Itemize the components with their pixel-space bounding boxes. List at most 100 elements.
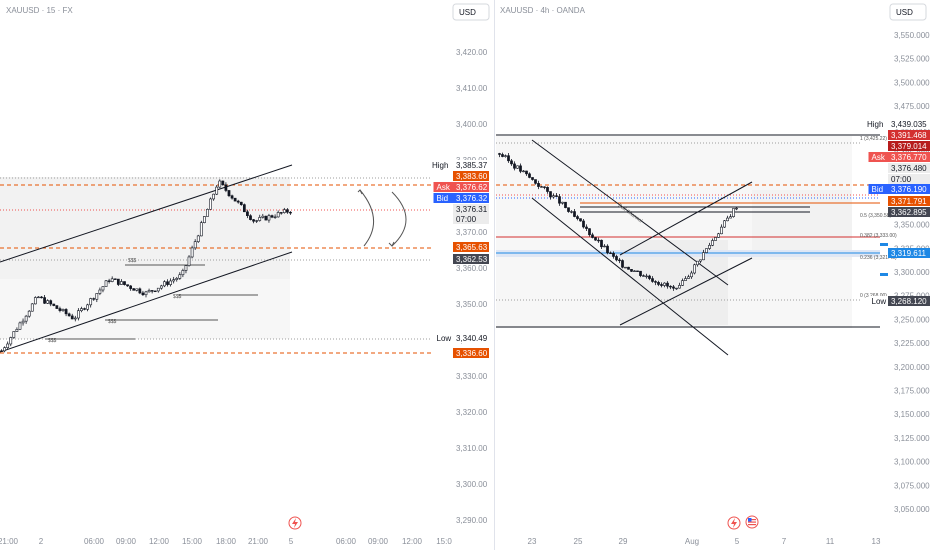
candle-body bbox=[660, 284, 663, 286]
right-y-tick: 3,500.000 bbox=[894, 78, 930, 87]
lightning-icon-right[interactable] bbox=[727, 516, 741, 530]
right-price-axis[interactable]: 3,550.0003,525.0003,500.0003,475.0003,45… bbox=[894, 31, 930, 514]
left-channel-lower[interactable] bbox=[0, 251, 293, 353]
candle-body bbox=[12, 331, 16, 338]
right-currency-button[interactable]: USD bbox=[889, 3, 927, 21]
left-time-axis[interactable]: 21:00 2 06:00 09:00 12:00 15:00 18:00 21:00 5 06:… bbox=[0, 537, 452, 546]
candle-body bbox=[166, 281, 169, 285]
right-tag-label-bg bbox=[868, 184, 888, 194]
candle-body bbox=[0, 350, 3, 352]
left-y-tick: 3,410.00 bbox=[456, 84, 488, 93]
left-y-tick: 3,320.00 bbox=[456, 408, 488, 417]
left-price-tag bbox=[453, 214, 489, 224]
left-currency-button[interactable]: USD bbox=[452, 3, 490, 21]
candle-body bbox=[227, 190, 231, 197]
left-x-tick: 06:00 bbox=[336, 537, 357, 546]
left-chart-pane[interactable]: XAUUSD · 15 · FX USD $$$ $$$ $$$ $$$ bbox=[0, 0, 494, 550]
candle-body bbox=[83, 308, 86, 310]
candle-body bbox=[58, 308, 62, 311]
candle-body bbox=[190, 247, 194, 258]
candle-body bbox=[6, 343, 10, 348]
candle-body bbox=[258, 217, 262, 221]
right-bull-channel-upper[interactable] bbox=[531, 139, 729, 286]
right-price-tag bbox=[888, 184, 930, 194]
right-y-tick: 3,075.000 bbox=[894, 481, 930, 490]
right-tag-label: High bbox=[867, 120, 883, 129]
right-rising-line-upper[interactable] bbox=[619, 181, 753, 256]
left-tag-label: Bid bbox=[437, 194, 449, 203]
left-price-tag bbox=[453, 193, 489, 203]
candle-body bbox=[98, 289, 102, 294]
candle-body bbox=[159, 285, 163, 289]
candle-body bbox=[270, 215, 274, 218]
left-x-tick: 15:0 bbox=[436, 537, 452, 546]
candle-body bbox=[606, 245, 609, 254]
candle-body bbox=[169, 280, 172, 285]
candle-body bbox=[543, 186, 546, 188]
right-tag-label-bg bbox=[868, 152, 888, 162]
candle-body bbox=[498, 153, 501, 155]
candle-body bbox=[657, 282, 660, 285]
right-x-tick: 23 bbox=[528, 537, 537, 546]
candle-body bbox=[627, 266, 630, 270]
candle-body bbox=[286, 209, 289, 213]
candle-body bbox=[52, 303, 56, 306]
left-x-tick: 06:00 bbox=[84, 537, 105, 546]
lightning-icon[interactable] bbox=[288, 516, 302, 530]
right-price-tag bbox=[888, 119, 930, 129]
candle-body bbox=[621, 260, 624, 268]
candle-body bbox=[104, 280, 108, 287]
liquidity-label-4: $$$ bbox=[48, 338, 57, 344]
candle-body bbox=[46, 300, 50, 304]
right-time-axis[interactable]: 23 25 29 Aug 5 7 11 13 bbox=[528, 537, 881, 546]
candle-body bbox=[675, 287, 678, 290]
right-price-tag-value: 3,268.120 bbox=[891, 297, 927, 306]
right-bull-channel-lower[interactable] bbox=[531, 197, 729, 356]
right-rising-line-lower[interactable] bbox=[619, 257, 753, 326]
candle-body bbox=[603, 245, 606, 248]
candle-body bbox=[534, 179, 537, 184]
left-price-tag bbox=[453, 254, 489, 264]
candle-body bbox=[591, 234, 594, 238]
candle-body bbox=[726, 217, 729, 222]
candle-body bbox=[264, 215, 268, 221]
candle-body bbox=[181, 270, 185, 276]
right-x-tick: 7 bbox=[782, 537, 787, 546]
candle-body bbox=[714, 237, 717, 241]
left-price-tag bbox=[453, 171, 489, 181]
candle-body bbox=[89, 298, 93, 306]
left-x-tick: 12:00 bbox=[149, 537, 170, 546]
left-channel-upper[interactable] bbox=[0, 164, 293, 263]
candle-body bbox=[708, 244, 711, 249]
candle-body bbox=[206, 209, 209, 217]
right-blue-marker bbox=[880, 243, 888, 246]
left-y-tick: 3,290.00 bbox=[456, 516, 488, 525]
left-x-tick: 09:00 bbox=[116, 537, 137, 546]
candle-body bbox=[132, 288, 136, 291]
candle-body bbox=[252, 219, 255, 222]
candle-body bbox=[282, 209, 286, 213]
candle-body bbox=[193, 241, 197, 249]
candle-body bbox=[645, 275, 648, 278]
candle-body bbox=[61, 309, 65, 311]
candle-body bbox=[9, 337, 13, 345]
fib-label-05: 0.5 (3,350.58) bbox=[860, 213, 891, 219]
candle-body bbox=[549, 191, 552, 198]
right-price-tag-value: 3,371.791 bbox=[891, 197, 927, 206]
candle-body bbox=[732, 208, 735, 217]
candle-body bbox=[525, 170, 528, 175]
us-flag-icon[interactable] bbox=[745, 515, 759, 529]
candle-body bbox=[624, 266, 627, 269]
left-y-tick: 3,350.00 bbox=[456, 300, 488, 309]
candle-body bbox=[120, 281, 123, 285]
candle-body bbox=[24, 315, 28, 322]
left-price-tag bbox=[453, 348, 489, 358]
candle-body bbox=[276, 212, 280, 218]
candle-body bbox=[246, 211, 249, 217]
candle-body bbox=[141, 292, 145, 296]
right-chart-pane[interactable]: XAUUSD · 4h · OANDA USD 1 (3,425.22) 0.5… bbox=[496, 3, 930, 546]
left-x-tick: 2 bbox=[39, 537, 44, 546]
candle-body bbox=[618, 259, 621, 262]
left-price-tag-value: 3,376.32 bbox=[456, 194, 488, 203]
